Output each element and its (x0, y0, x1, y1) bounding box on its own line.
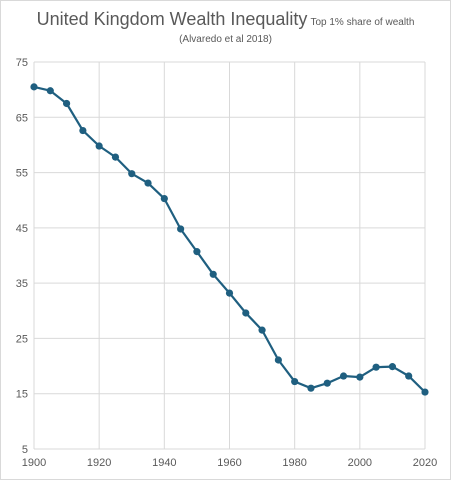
data-point (193, 248, 201, 256)
data-point (258, 326, 266, 334)
data-point (95, 142, 103, 150)
x-tick-label: 2000 (348, 457, 372, 469)
x-tick-label: 1940 (152, 457, 176, 469)
chart-title-main: United Kingdom Wealth Inequality (36, 9, 308, 29)
data-point (388, 363, 397, 371)
data-point (30, 83, 38, 91)
data-point (144, 179, 152, 187)
data-point (356, 373, 364, 381)
data-point (111, 153, 120, 161)
y-tick-label: 5 (22, 444, 28, 456)
data-point (177, 225, 185, 233)
chart-subtitle: (Alvaredo et al 2018) (179, 34, 272, 45)
data-point (46, 87, 54, 95)
x-tick-label: 1920 (87, 457, 111, 469)
data-point (225, 289, 234, 297)
data-point (339, 372, 348, 380)
x-tick-label: 1900 (22, 457, 46, 469)
x-tick-label: 1980 (282, 457, 306, 469)
data-point (372, 363, 380, 371)
x-tick-label: 1960 (217, 457, 241, 469)
y-tick-label: 35 (16, 278, 28, 290)
data-point (160, 194, 168, 203)
y-tick-label: 25 (16, 333, 28, 345)
data-point (209, 270, 217, 278)
y-tick-label: 45 (16, 223, 28, 235)
data-point (291, 377, 299, 386)
data-point (307, 384, 315, 392)
data-point (242, 309, 250, 317)
data-point (405, 372, 413, 380)
x-tick-label: 2020 (413, 457, 437, 469)
y-tick-label: 15 (16, 389, 28, 401)
chart-title: United Kingdom Wealth Inequality Top 1% s… (0, 9, 451, 30)
y-tick-label: 55 (16, 168, 28, 180)
data-point (323, 379, 331, 387)
y-tick-label: 75 (16, 57, 28, 69)
chart-title-suffix: Top 1% share of wealth (310, 17, 415, 28)
y-tick-label: 65 (16, 112, 28, 124)
data-point (128, 170, 136, 178)
data-point (421, 388, 429, 396)
data-point (274, 356, 282, 364)
data-point (79, 126, 87, 135)
data-point (62, 99, 71, 108)
